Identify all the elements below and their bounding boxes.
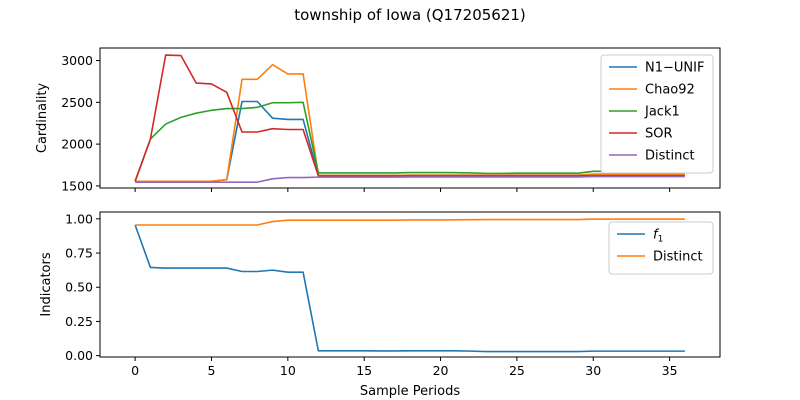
x-tick-label: 35 — [662, 363, 678, 378]
x-tick-label: 0 — [131, 363, 139, 378]
y-tick-label: 0.00 — [65, 348, 93, 363]
axes-frame — [99, 47, 721, 189]
x-axis-label: Sample Periods — [360, 384, 460, 399]
series-line-2 — [134, 101, 685, 182]
legend-label: N1−UNIF — [645, 61, 704, 76]
series-line-1 — [135, 218, 685, 226]
y-tick-label: 0.25 — [65, 314, 93, 329]
x-tick-label: 20 — [433, 363, 449, 378]
y-tick-label: 0.50 — [65, 280, 93, 295]
axes-frame — [99, 211, 721, 358]
y-tick-label: 1500 — [61, 178, 93, 193]
figure-title: township of Iowa (Q17205621) — [294, 6, 526, 24]
legend-label: f1 — [653, 228, 663, 245]
series-line-4 — [135, 175, 685, 183]
legend-frame — [608, 221, 714, 275]
x-tick-label: 10 — [280, 363, 296, 378]
legend-frame — [600, 54, 714, 174]
y-tick-label: 3000 — [61, 53, 93, 68]
y-tick-label: 1.00 — [65, 211, 93, 226]
legend-label: SOR — [645, 127, 673, 142]
legend-label: Jack1 — [644, 105, 680, 120]
y-tick-label: 2500 — [61, 95, 93, 110]
x-tick-label: 5 — [208, 363, 216, 378]
panel-cardinality: 1500 2000 2500 3000 Cardinality N1−UNIF Chao92… — [35, 47, 721, 193]
y-axis-label: Cardinality — [35, 83, 50, 154]
x-tick-label: 25 — [509, 363, 525, 378]
y-axis-label: Indicators — [39, 252, 54, 316]
legend: f1 Distinct — [608, 221, 714, 275]
series-line-0 — [134, 224, 685, 353]
x-tick-label: 30 — [585, 363, 601, 378]
y-tick-label: 0.75 — [65, 246, 93, 261]
x-tick-label: 15 — [356, 363, 372, 378]
legend-label: Chao92 — [645, 83, 695, 98]
legend-label: Distinct — [645, 149, 695, 164]
legend-label: Distinct — [653, 250, 703, 265]
legend: N1−UNIF Chao92 Jack1 SOR Distinct — [600, 54, 714, 174]
panel-indicators: 0 5 10 15 20 25 30 35 0.00 0.25 0.50 0.75 1.00 Indica… — [39, 211, 721, 399]
y-tick-label: 2000 — [61, 137, 93, 152]
series-line-3 — [134, 54, 685, 182]
